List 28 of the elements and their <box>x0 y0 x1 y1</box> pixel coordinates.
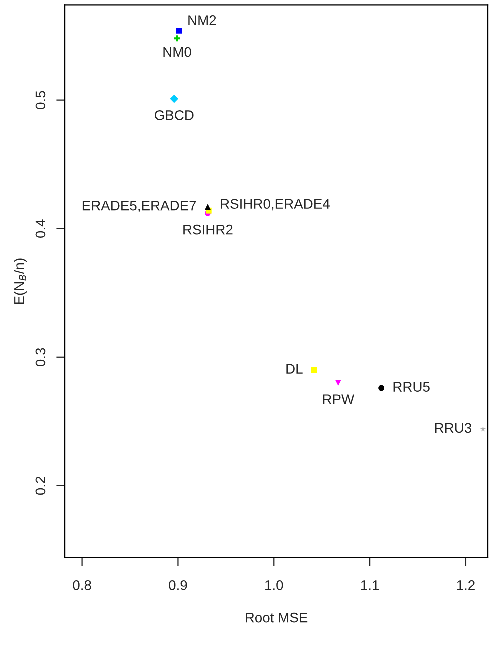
point <box>176 28 182 34</box>
x-tick-label: 1.2 <box>457 580 475 590</box>
series-label: RPW <box>323 394 355 404</box>
point <box>311 367 318 374</box>
point <box>335 380 342 386</box>
series-label: DL <box>286 364 303 374</box>
y-tick-label: 0.4 <box>36 220 46 238</box>
x-tick-label: 0.9 <box>169 580 188 590</box>
series-label: RSIHR2 <box>184 224 233 235</box>
series-label: ERADE5,ERADE7 <box>82 201 196 212</box>
x-axis-title: Root MSE <box>246 612 308 623</box>
x-tick-label: 1.0 <box>266 580 284 590</box>
point <box>170 94 179 104</box>
y-tick-label: 0.2 <box>36 476 46 496</box>
series-label: NM0 <box>164 47 192 58</box>
x-tick-label: 0.8 <box>73 580 92 590</box>
y-tick-label: 0.5 <box>36 91 46 110</box>
y-axis-title: E(N$_{B}$/n) <box>14 258 27 304</box>
point <box>480 426 486 432</box>
x-tick-label: 1.1 <box>361 580 380 590</box>
point <box>378 385 385 392</box>
series-label: NM2 <box>188 16 216 26</box>
y-tick-label: 0.3 <box>36 348 46 367</box>
series-label: RRU3 <box>435 423 472 434</box>
series-label: RSIHR0,ERADE4 <box>221 199 330 211</box>
series-label: GBCD <box>155 110 194 120</box>
point <box>205 204 211 210</box>
series-label: RRU5 <box>394 382 430 392</box>
